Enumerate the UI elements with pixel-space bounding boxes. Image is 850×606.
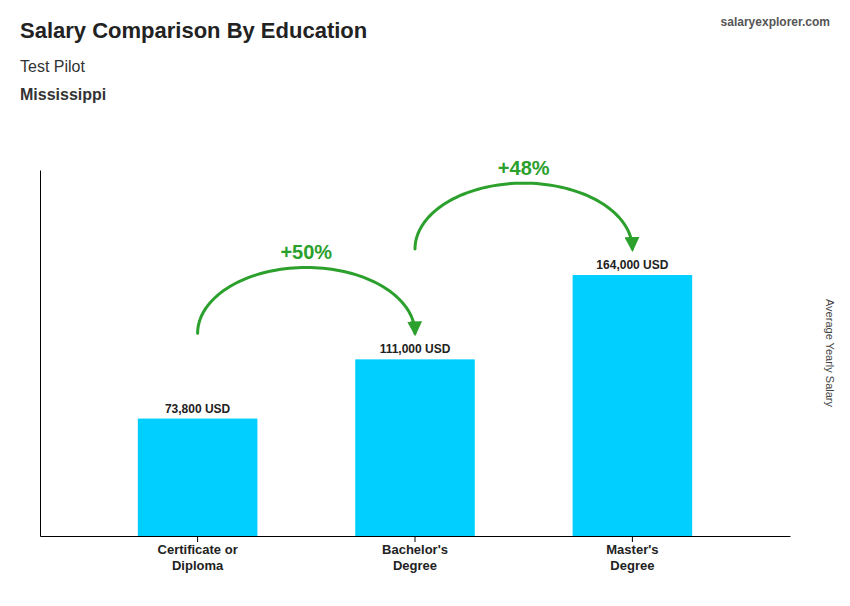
x-tick: Master'sDegree — [606, 536, 658, 573]
x-tick-label: Master'sDegree — [606, 542, 658, 573]
bar — [138, 419, 258, 536]
chart: Salary Comparison By Education Test Pilot… — [0, 0, 850, 606]
x-tick-label-line: Bachelor's — [382, 542, 448, 557]
y-axis-line — [40, 171, 41, 537]
source: salaryexplorer.com — [721, 15, 830, 29]
x-tick-label-line: Certificate or — [158, 542, 238, 557]
annotation: +50% — [280, 241, 332, 263]
arc-arrow — [198, 267, 415, 333]
x-tick-mark — [197, 536, 198, 542]
x-tick: Certificate orDiploma — [158, 536, 238, 573]
bar — [573, 275, 693, 536]
location: Mississippi — [20, 86, 106, 103]
x-axis: Certificate orDiplomaBachelor'sDegreeMas… — [41, 536, 791, 573]
x-tick-mark — [415, 536, 416, 542]
y-axis-label: Average Yearly Salary — [824, 299, 836, 408]
data-label: 164,000 USD — [596, 258, 668, 272]
x-tick-label-line: Master's — [606, 542, 658, 557]
bars — [138, 275, 692, 536]
x-tick-label-line: Degree — [610, 558, 654, 573]
x-tick-label-line: Degree — [393, 558, 437, 573]
title: Salary Comparison By Education — [20, 18, 367, 43]
annotation: +48% — [498, 157, 550, 179]
subtitle: Test Pilot — [20, 58, 85, 75]
bar — [355, 359, 475, 536]
x-tick-label: Certificate orDiploma — [158, 542, 238, 573]
x-tick-label-line: Diploma — [172, 558, 224, 573]
data-label: 73,800 USD — [165, 402, 231, 416]
arc-arrow — [415, 183, 632, 249]
y-axis — [40, 171, 41, 537]
annotations: +50% +48% — [198, 157, 633, 333]
data-labels: 73,800 USD 111,000 USD 164,000 USD — [165, 258, 669, 416]
x-tick: Bachelor'sDegree — [382, 536, 448, 573]
x-tick-mark — [632, 536, 633, 542]
x-tick-label: Bachelor'sDegree — [382, 542, 448, 573]
data-label: 111,000 USD — [380, 342, 451, 356]
